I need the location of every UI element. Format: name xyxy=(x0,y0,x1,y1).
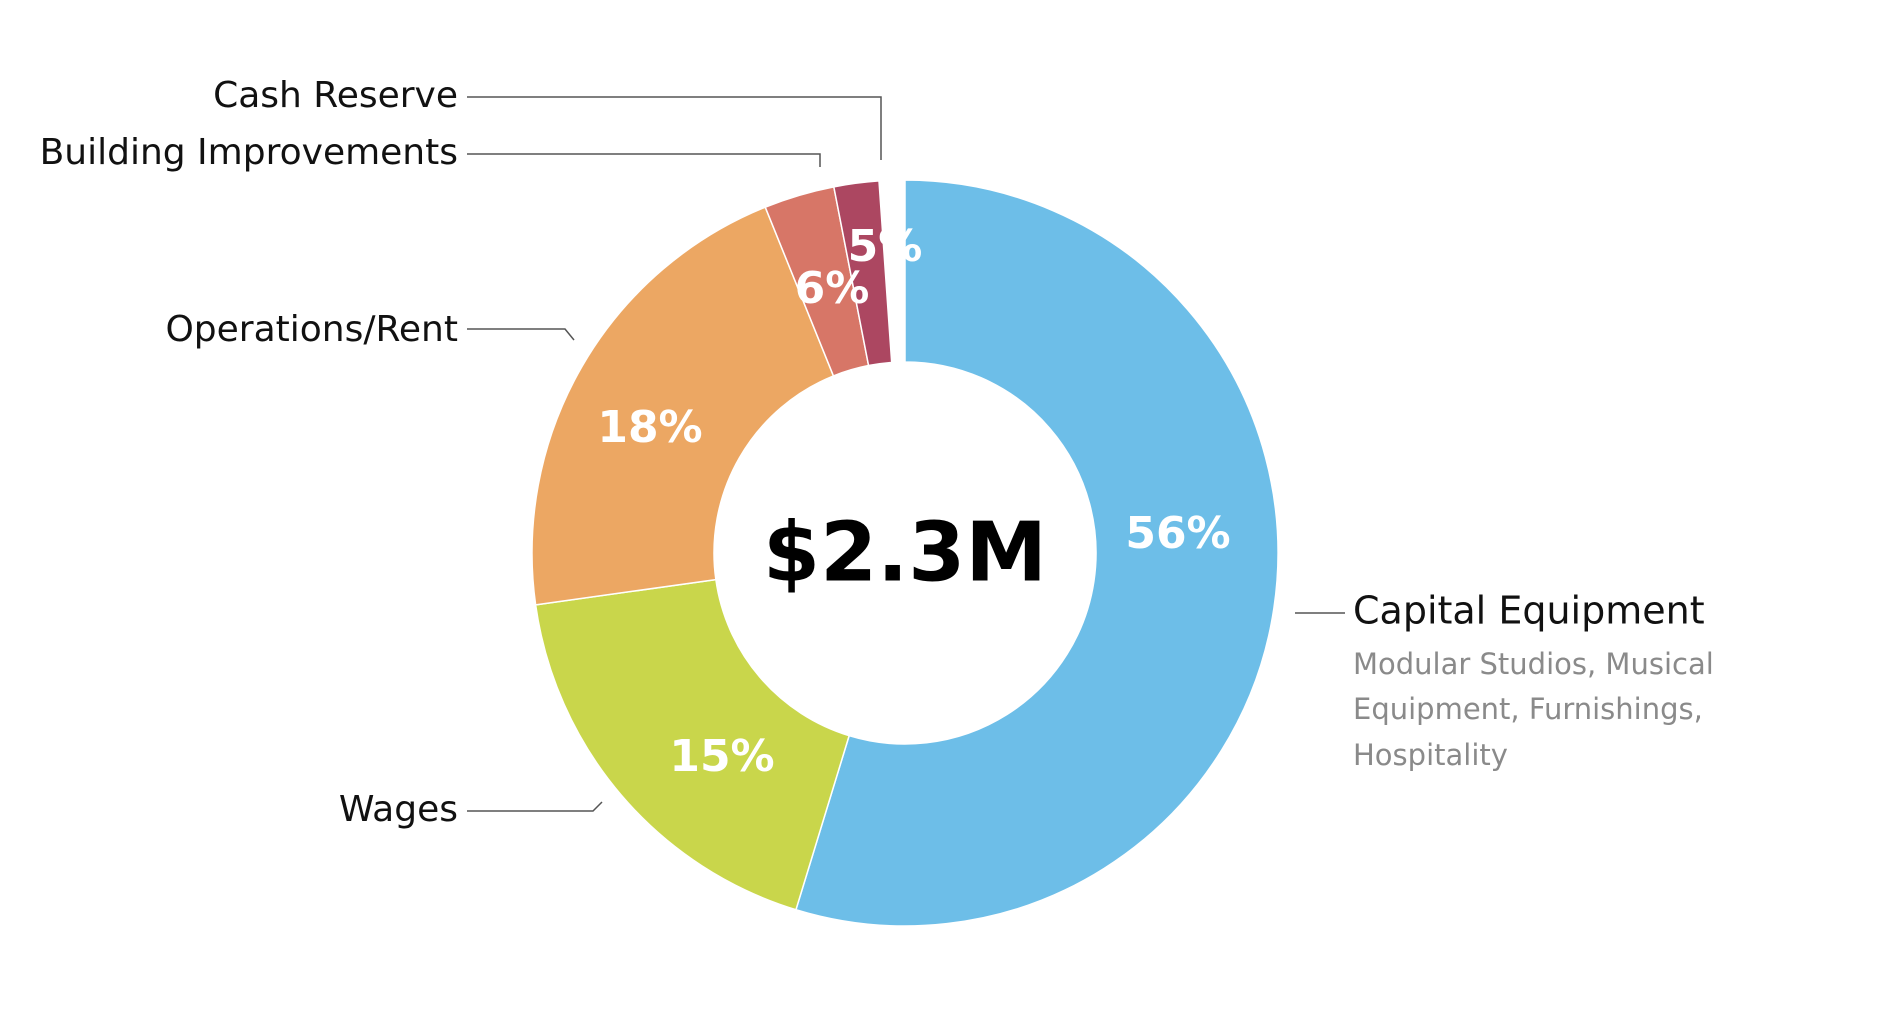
description-line-1: Modular Studios, Musical xyxy=(1353,647,1714,681)
category-label-cash-reserve: Cash Reserve xyxy=(213,75,458,116)
category-labels: Cash Reserve Building Improvements Opera… xyxy=(40,75,1705,830)
category-label-capital-equipment: Capital Equipment xyxy=(1353,589,1705,633)
description-line-3: Hospitality xyxy=(1353,738,1508,772)
leader-line-cash-reserve xyxy=(467,96,882,160)
leader-line-wages xyxy=(467,801,603,812)
leader-lines xyxy=(467,96,1345,812)
percent-labels: 56% 15% 18% 6% 5% xyxy=(597,221,1230,782)
leader-line-building-improvements xyxy=(467,153,821,167)
value-label-wages: 15% xyxy=(669,731,774,782)
center-total-label: $2.3M xyxy=(763,505,1047,600)
value-label-building-improvements: 6% xyxy=(795,263,870,314)
slice-cash-reserve xyxy=(832,180,893,367)
category-label-wages: Wages xyxy=(339,789,458,830)
slice-capital-equipment xyxy=(795,179,1279,927)
value-label-capital-equipment: 56% xyxy=(1125,508,1230,559)
category-label-building-improvements: Building Improvements xyxy=(40,132,458,173)
capital-equipment-description: Modular Studios, Musical Equipment, Furn… xyxy=(1353,647,1714,772)
slice-operations-rent xyxy=(531,206,835,606)
value-label-operations-rent: 18% xyxy=(597,402,702,453)
category-label-operations-rent: Operations/Rent xyxy=(165,309,458,350)
leader-line-operations-rent xyxy=(467,328,575,341)
chart-slices xyxy=(531,179,1279,927)
description-line-2: Equipment, Furnishings, xyxy=(1353,692,1703,726)
value-label-cash-reserve: 5% xyxy=(848,221,923,272)
slice-wages xyxy=(534,578,851,911)
